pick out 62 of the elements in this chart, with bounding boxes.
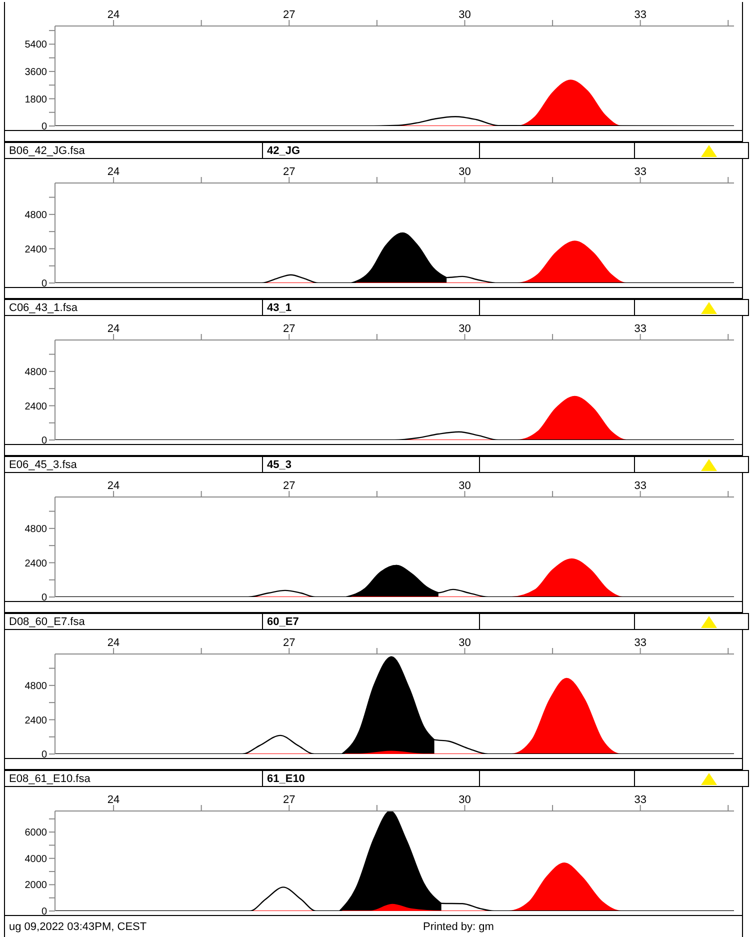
y-tick-label: 2400 (24, 558, 48, 570)
x-tick-label: 30 (458, 323, 471, 335)
y-tick-label: 3600 (24, 67, 48, 78)
x-tick-label: 27 (283, 480, 296, 492)
x-tick-label: 24 (107, 9, 120, 21)
y-tick-label: 2400 (24, 715, 48, 726)
text: Printed by: gm (422, 921, 495, 933)
y-tick-label: 0 (41, 278, 48, 290)
chart-title: D08_60_E7.fsa (5, 614, 263, 629)
y-tick-label: 0 (41, 122, 48, 133)
y-tick-label: 4000 (24, 854, 48, 865)
y-tick-label: 4800 (24, 680, 48, 692)
line-series (55, 232, 734, 283)
chart-subtitle: 42_JG (263, 143, 480, 158)
line-series (55, 116, 734, 126)
x-tick-label: 24 (107, 480, 120, 492)
x-tick-label: 33 (634, 9, 646, 21)
x-tick-label: 30 (458, 637, 471, 649)
y-tick-label: 4800 (24, 366, 48, 378)
x-tick-label: 27 (283, 794, 296, 806)
x-tick-label: 30 (458, 166, 471, 178)
y-tick-label: 4800 (24, 210, 48, 221)
x-tick-label: 33 (634, 166, 646, 178)
y-tick-label: 4800 (24, 524, 48, 535)
x-tick-label: 33 (634, 637, 646, 649)
chart-subtitle: 45_3 (263, 457, 480, 472)
x-tick-label: 33 (634, 480, 646, 492)
x-tick-label: 24 (107, 794, 120, 806)
line-series (55, 564, 734, 597)
chart-title: E06_45_3.fsa (5, 457, 263, 472)
x-tick-label: 24 (107, 166, 120, 178)
x-tick-label: 27 (283, 9, 296, 21)
y-tick-label: 0 (41, 906, 48, 918)
y-tick-label: 6000 (24, 828, 48, 839)
text: ug 09,2022 03:43PM, CEST (8, 921, 148, 933)
chart-subtitle: 43_1 (263, 300, 480, 315)
x-tick-label: 27 (283, 637, 296, 649)
y-tick-label: 0 (41, 750, 48, 761)
line-series (55, 656, 734, 754)
x-tick-label: 30 (458, 480, 471, 492)
chart-title: B06_42_JG.fsa (5, 143, 263, 158)
x-tick-label: 24 (107, 637, 120, 649)
x-tick-label: 27 (283, 166, 296, 178)
chart-subtitle: 60_E7 (263, 614, 480, 629)
x-tick-label: 24 (107, 323, 120, 335)
y-tick-label: 0 (41, 436, 48, 447)
y-tick-label: 2400 (24, 401, 48, 412)
line-series (55, 431, 734, 440)
y-tick-label: 2400 (24, 244, 48, 256)
x-tick-label: 30 (458, 794, 471, 806)
x-tick-label: 33 (634, 794, 646, 806)
x-tick-label: 27 (283, 323, 296, 335)
chart-title: E08_61_E10.fsa (5, 771, 263, 786)
chart-subtitle: 61_E10 (263, 771, 480, 786)
chart-title: C06_43_1.fsa (5, 300, 263, 315)
x-tick-label: 33 (634, 323, 646, 335)
y-tick-label: 1800 (24, 94, 48, 106)
x-tick-label: 30 (458, 9, 471, 21)
line-series (55, 811, 734, 911)
y-tick-label: 0 (41, 592, 48, 604)
y-tick-label: 5400 (24, 40, 48, 51)
y-tick-label: 2000 (24, 880, 48, 892)
